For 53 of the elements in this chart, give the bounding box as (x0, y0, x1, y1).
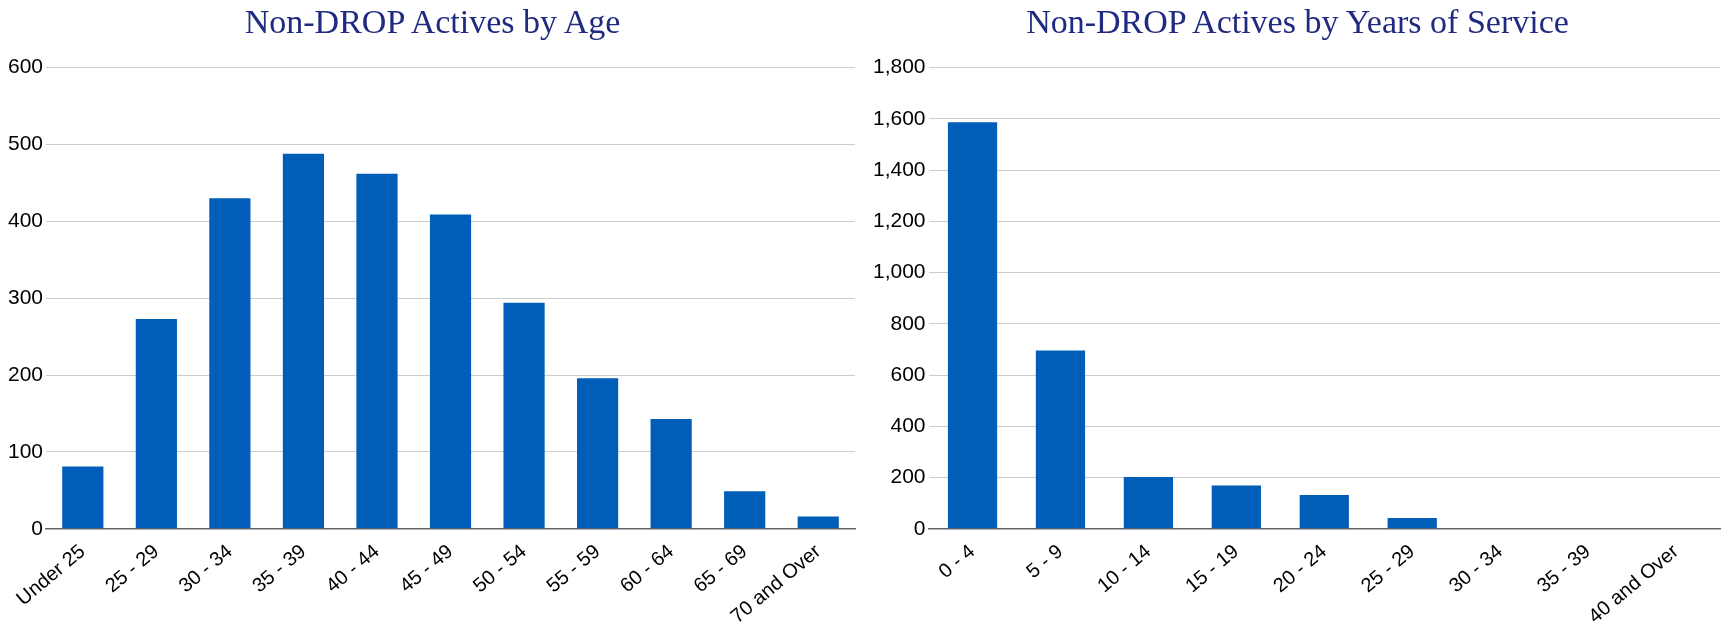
x-tick-label: 0 - 4 (933, 539, 979, 583)
bar (1387, 518, 1437, 529)
bar (356, 173, 398, 529)
x-tick-label: 5 - 9 (1021, 539, 1067, 583)
y-tick-label: 1,200 (872, 208, 926, 232)
y-tick-label: 1,800 (872, 54, 926, 78)
bar (1123, 477, 1174, 529)
y-tick-label: 0 (913, 515, 926, 539)
x-tick-label: 55 - 59 (541, 539, 604, 597)
chart-title: Non-DROP Actives by Age (243, 2, 622, 42)
x-tick-label: 30 - 34 (174, 539, 237, 597)
x-tick-label: 20 - 24 (1268, 539, 1331, 597)
y-tick-label: 300 (7, 285, 44, 309)
bar (650, 418, 692, 529)
x-tick-label: 10 - 14 (1092, 539, 1155, 597)
y-tick-label: 800 (890, 310, 926, 334)
bar (209, 198, 251, 529)
y-tick-label: 200 (7, 361, 44, 385)
bar (947, 122, 998, 529)
x-tick-label: 30 - 34 (1444, 539, 1507, 597)
bar (429, 214, 472, 529)
y-tick-label: 1,400 (872, 156, 926, 180)
bar (1211, 485, 1261, 529)
bar (282, 153, 325, 529)
x-tick-label: 50 - 54 (468, 539, 531, 597)
y-tick-label: 400 (890, 413, 926, 437)
x-tick-label: 45 - 49 (394, 539, 457, 597)
x-tick-label: 25 - 29 (1356, 539, 1419, 597)
bar (1299, 495, 1349, 529)
chart-title: Non-DROP Actives by Years of Service (1025, 2, 1570, 42)
x-tick-label: 25 - 29 (100, 539, 163, 597)
y-tick-label: 200 (890, 464, 926, 488)
y-tick-label: 600 (7, 54, 44, 78)
y-tick-label: 600 (890, 361, 926, 385)
y-tick-label: 1,600 (872, 105, 926, 129)
x-tick-label: 15 - 19 (1180, 539, 1243, 597)
x-tick-label: 65 - 69 (689, 539, 751, 597)
y-tick-label: 1,000 (872, 259, 926, 283)
bar (503, 302, 545, 529)
bar (135, 318, 177, 529)
y-tick-label: 500 (7, 131, 44, 155)
bar (1035, 350, 1086, 529)
bar (797, 516, 839, 529)
bar (577, 378, 619, 529)
x-tick-label: 40 - 44 (321, 539, 384, 597)
x-tick-label: 60 - 64 (615, 539, 678, 597)
y-tick-label: 400 (7, 208, 44, 232)
x-tick-label: 35 - 39 (247, 539, 310, 597)
bar (724, 491, 766, 529)
bar (62, 466, 104, 529)
y-tick-label: 100 (7, 438, 44, 462)
x-tick-label: 35 - 39 (1532, 539, 1595, 597)
y-tick-label: 0 (31, 515, 44, 539)
